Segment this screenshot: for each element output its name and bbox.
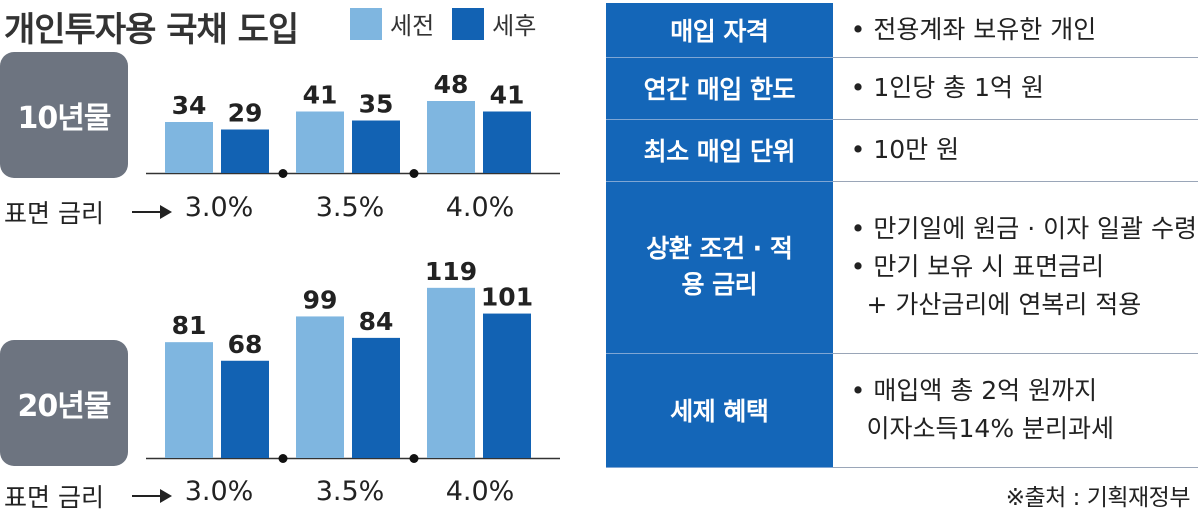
data-label: 35 [359, 90, 394, 119]
data-label: 119 [425, 257, 477, 286]
tick-label-10y-2: 4.0% [445, 192, 515, 223]
arrow-icon [132, 489, 172, 503]
info-value-line: • 10만 원 [850, 135, 960, 164]
info-label: 최소 매입 단위 [606, 119, 833, 182]
panel-label-10y: 10년물 [0, 52, 128, 178]
source-note: ※출처 : 기획재정부 [1005, 485, 1191, 511]
data-label: 41 [303, 81, 338, 110]
legend-label-pre-tax: 세전 [390, 12, 435, 40]
bar-post-tax [483, 313, 531, 458]
bar-pre-tax [296, 316, 344, 458]
info-row-min-unit: 최소 매입 단위 • 10만 원 [606, 119, 1198, 182]
info-table: 매입 자격 • 전용계좌 보유한 개인 연간 매입 한도 • 1인당 총 1억 … [606, 3, 1198, 468]
data-label: 34 [172, 91, 207, 120]
data-label: 41 [490, 81, 525, 110]
info-row-annual-limit: 연간 매입 한도 • 1인당 총 1억 원 [606, 57, 1198, 120]
xaxis-label-20y: 표면 금리 [4, 483, 104, 512]
data-label: 81 [172, 311, 207, 340]
tick-label-20y-2: 4.0% [445, 476, 515, 507]
axis-dot [409, 169, 419, 178]
info-value-line: • 매입액 총 2억 원까지 [850, 376, 1098, 405]
legend-item-post-tax: 세후 [452, 6, 536, 41]
bar-post-tax [483, 111, 531, 173]
info-value: • 1인당 총 1억 원 [832, 57, 1198, 120]
tick-label-20y-0: 3.0% [184, 476, 254, 507]
data-label: 84 [359, 307, 394, 336]
data-label: 29 [228, 99, 263, 128]
info-value: • 만기일에 원금 · 이자 일괄 수령 • 만기 보유 시 표면금리 + 가산… [832, 181, 1198, 354]
info-value: • 매입액 총 2억 원까지 이자소득14% 분리과세 [832, 353, 1198, 468]
panel-label-20y: 20년물 [0, 340, 128, 466]
bar-post-tax [352, 120, 400, 173]
bar-pre-tax [165, 342, 213, 458]
data-label: 48 [434, 70, 469, 99]
info-value-line: • 만기 보유 시 표면금리 [850, 252, 1105, 281]
bar-pre-tax [165, 122, 213, 173]
bar-post-tax [221, 360, 269, 458]
legend-swatch-pre-tax [350, 7, 382, 40]
tick-label-10y-0: 3.0% [184, 192, 254, 223]
info-value-line: • 만기일에 원금 · 이자 일괄 수령 [850, 214, 1197, 243]
bar-post-tax [352, 337, 400, 458]
bar-pre-tax [427, 287, 475, 458]
info-value-line: + 가산금리에 연복리 적용 [850, 290, 1142, 319]
legend-swatch-post-tax [452, 7, 485, 40]
tick-label-20y-1: 3.5% [315, 476, 385, 507]
info-label: 상환 조건 · 적용 금리 [606, 181, 833, 354]
axis-dot [278, 169, 288, 178]
xaxis-label-10y: 표면 금리 [4, 199, 104, 228]
legend: 세전 세후 [350, 6, 554, 41]
legend-item-pre-tax: 세전 [350, 6, 434, 41]
info-value-line: • 1인당 총 1억 원 [850, 73, 1044, 102]
info-value: • 10만 원 [832, 119, 1198, 182]
axis-dot [278, 454, 288, 463]
info-value-line: 이자소득14% 분리과세 [850, 414, 1115, 443]
info-label: 세제 혜택 [606, 353, 833, 468]
chart-title: 개인투자용 국채 도입 [4, 10, 299, 50]
info-label: 매입 자격 [606, 3, 833, 58]
data-label: 68 [228, 330, 263, 359]
info-row-tax-benefit: 세제 혜택 • 매입액 총 2억 원까지 이자소득14% 분리과세 [606, 353, 1198, 468]
data-label: 101 [481, 283, 533, 312]
info-label: 연간 매입 한도 [606, 57, 833, 120]
bar-pre-tax [427, 101, 475, 173]
data-label: 99 [303, 285, 338, 314]
info-row-eligibility: 매입 자격 • 전용계좌 보유한 개인 [606, 3, 1198, 58]
info-row-redemption: 상환 조건 · 적용 금리 • 만기일에 원금 · 이자 일괄 수령 • 만기 … [606, 181, 1198, 354]
arrow-icon [132, 205, 172, 219]
legend-label-post-tax: 세후 [492, 12, 537, 40]
bar-pre-tax [296, 111, 344, 173]
tick-label-10y-1: 3.5% [315, 192, 385, 223]
axis-dot [409, 454, 419, 463]
info-value: • 전용계좌 보유한 개인 [832, 3, 1198, 58]
bar-post-tax [221, 129, 269, 173]
info-value-line: • 전용계좌 보유한 개인 [850, 14, 1097, 44]
